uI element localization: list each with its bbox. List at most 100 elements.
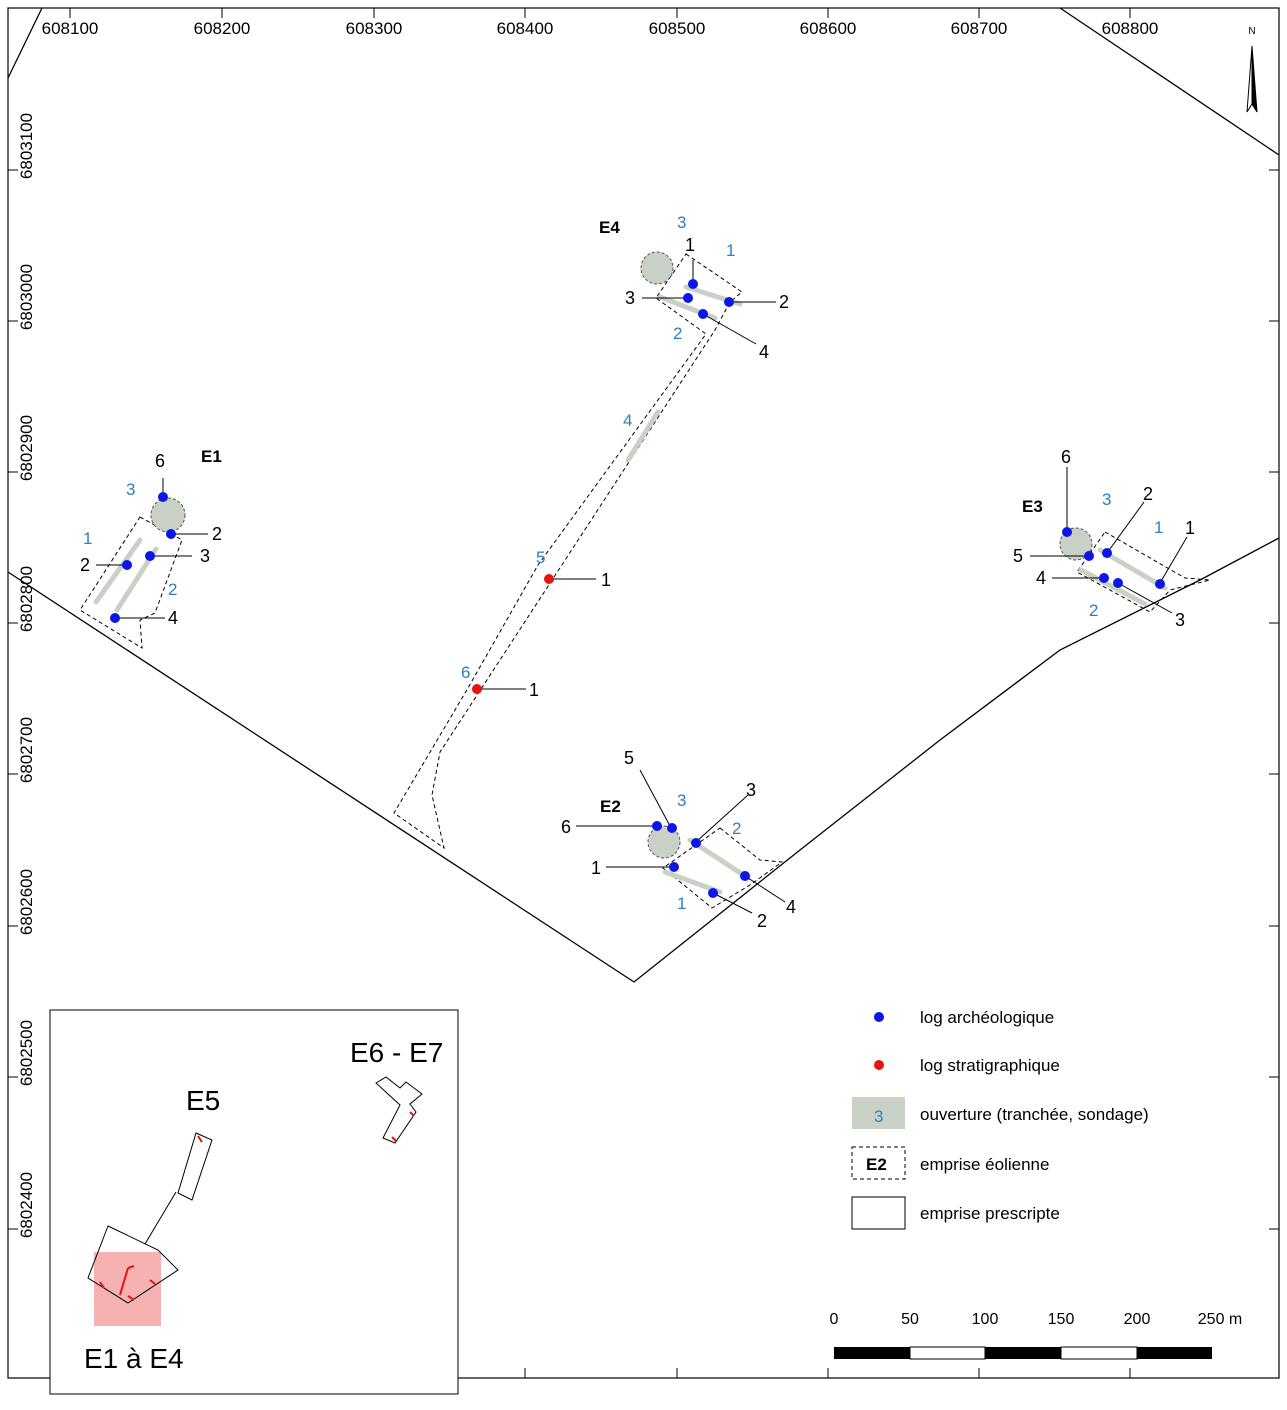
legend-opening-symbol: 3 [874,1107,883,1126]
archeo-log-dot [166,529,176,539]
archeo-log-dot [1102,548,1112,558]
opening-number: 1 [83,529,92,548]
archeo-log-dot [110,613,120,623]
x-tick-label: 608300 [346,19,403,38]
y-tick-label: 6802400 [17,1172,36,1238]
opening-number: 1 [1154,518,1163,537]
trench [1078,567,1148,607]
trench [93,537,143,605]
x-tick-label: 608100 [42,19,99,38]
scale-label: 250 m [1198,1311,1242,1328]
scale-label: 100 [972,1311,999,1328]
legend-strati-label: log stratigraphique [920,1056,1060,1075]
opening-number: 1 [726,241,735,260]
x-axis-top [69,8,1131,18]
opening-number: 5 [536,548,545,567]
legend-archeo-dot [874,1012,884,1022]
opening-number: 2 [673,324,682,343]
x-tick-label: 608800 [1102,19,1159,38]
opening-number: 2 [168,580,177,599]
archeo-log-dot [652,821,662,831]
log-number: 1 [601,570,611,590]
legend-wind-swatch [851,1146,906,1180]
site-label-e4: E4 [599,218,620,237]
y-tick-label: 6803000 [17,264,36,330]
y-axis-labels: 6803100 6803000 6802900 6802800 6802700 … [17,113,36,1238]
strati-logs [472,574,554,694]
y-tick-label: 6802500 [17,1020,36,1086]
x-tick-label: 608200 [194,19,251,38]
scale-bar: 0 50 100 150 200 250 m [830,1311,1242,1360]
log-number: 1 [1185,518,1195,538]
archeo-log-dot [1099,573,1109,583]
scale-label: 50 [901,1311,919,1328]
archeo-logs [110,279,1165,898]
y-axis-right [1269,169,1279,1230]
opening-number: 1 [677,894,686,913]
legend-archeo-label: log archéologique [920,1008,1054,1027]
site-label-e3: E3 [1022,497,1043,516]
x-axis-labels: 608100 608200 608300 608400 608500 60860… [42,19,1159,38]
inset-map: E6 - E7 E5 E1 à E4 [49,1009,459,1395]
trench [625,409,661,463]
log-number: 6 [561,817,571,837]
opening-number: 2 [1089,601,1098,620]
x-tick-label: 608500 [649,19,706,38]
archeo-log-dot [667,823,677,833]
opening-number: 2 [732,819,741,838]
legend: log archéologique log stratigraphique 3 … [851,1008,1149,1230]
scale-label: 150 [1048,1311,1075,1328]
log-number: 5 [1013,546,1023,566]
log-number: 1 [685,235,695,255]
opening-number: 4 [623,411,632,430]
legend-opening-swatch [852,1097,905,1129]
scale-label: 200 [1124,1311,1151,1328]
log-number: 3 [1175,610,1185,630]
archeo-log-dot [688,279,698,289]
y-tick-label: 6802900 [17,415,36,481]
y-tick-label: 6803100 [17,113,36,179]
opening-number: 3 [677,213,686,232]
inset-label-e5: E5 [186,1085,220,1116]
strati-log-dot [544,574,554,584]
archeo-log-dot [1155,579,1165,589]
archeo-log-dot [691,838,701,848]
log-number: 1 [591,858,601,878]
log-number: 5 [624,748,634,768]
archeo-log-dot [698,309,708,319]
opening-circle-e2 [647,825,681,859]
opening-number: 6 [461,663,470,682]
archeo-log-dot [708,888,718,898]
site-label-e1: E1 [201,447,222,466]
scale-label: 0 [830,1311,839,1328]
opening-number: 3 [1102,490,1111,509]
log-number: 2 [779,292,789,312]
north-arrow-icon: N [1246,26,1258,113]
inset-label-e6e7: E6 - E7 [350,1037,443,1068]
site-label-e2: E2 [600,797,621,816]
archeo-log-dot [724,297,734,307]
opening-circle-e1 [150,497,186,533]
wind-footprint-outlines [79,253,1211,909]
inset-highlight [94,1252,161,1326]
archeo-log-dot [740,871,750,881]
archeo-log-dot [158,492,168,502]
legend-wind-label: emprise éolienne [920,1155,1049,1174]
log-number: 2 [212,524,222,544]
log-number: 4 [759,342,769,362]
legend-strati-dot [874,1060,884,1070]
x-tick-label: 608600 [800,19,857,38]
log-number: 1 [529,680,539,700]
legend-prescribed-label: emprise prescripte [920,1204,1060,1223]
strati-log-dot [472,684,482,694]
archeo-log-dot [1062,527,1072,537]
archeo-log-dot [122,560,132,570]
legend-prescribed-swatch [851,1196,906,1230]
north-label: N [1248,26,1255,37]
archeo-log-dot [1084,551,1094,561]
archeo-log-dot [669,862,679,872]
y-axis-left [8,169,18,1230]
log-number: 2 [757,911,767,931]
y-tick-label: 6802600 [17,869,36,935]
